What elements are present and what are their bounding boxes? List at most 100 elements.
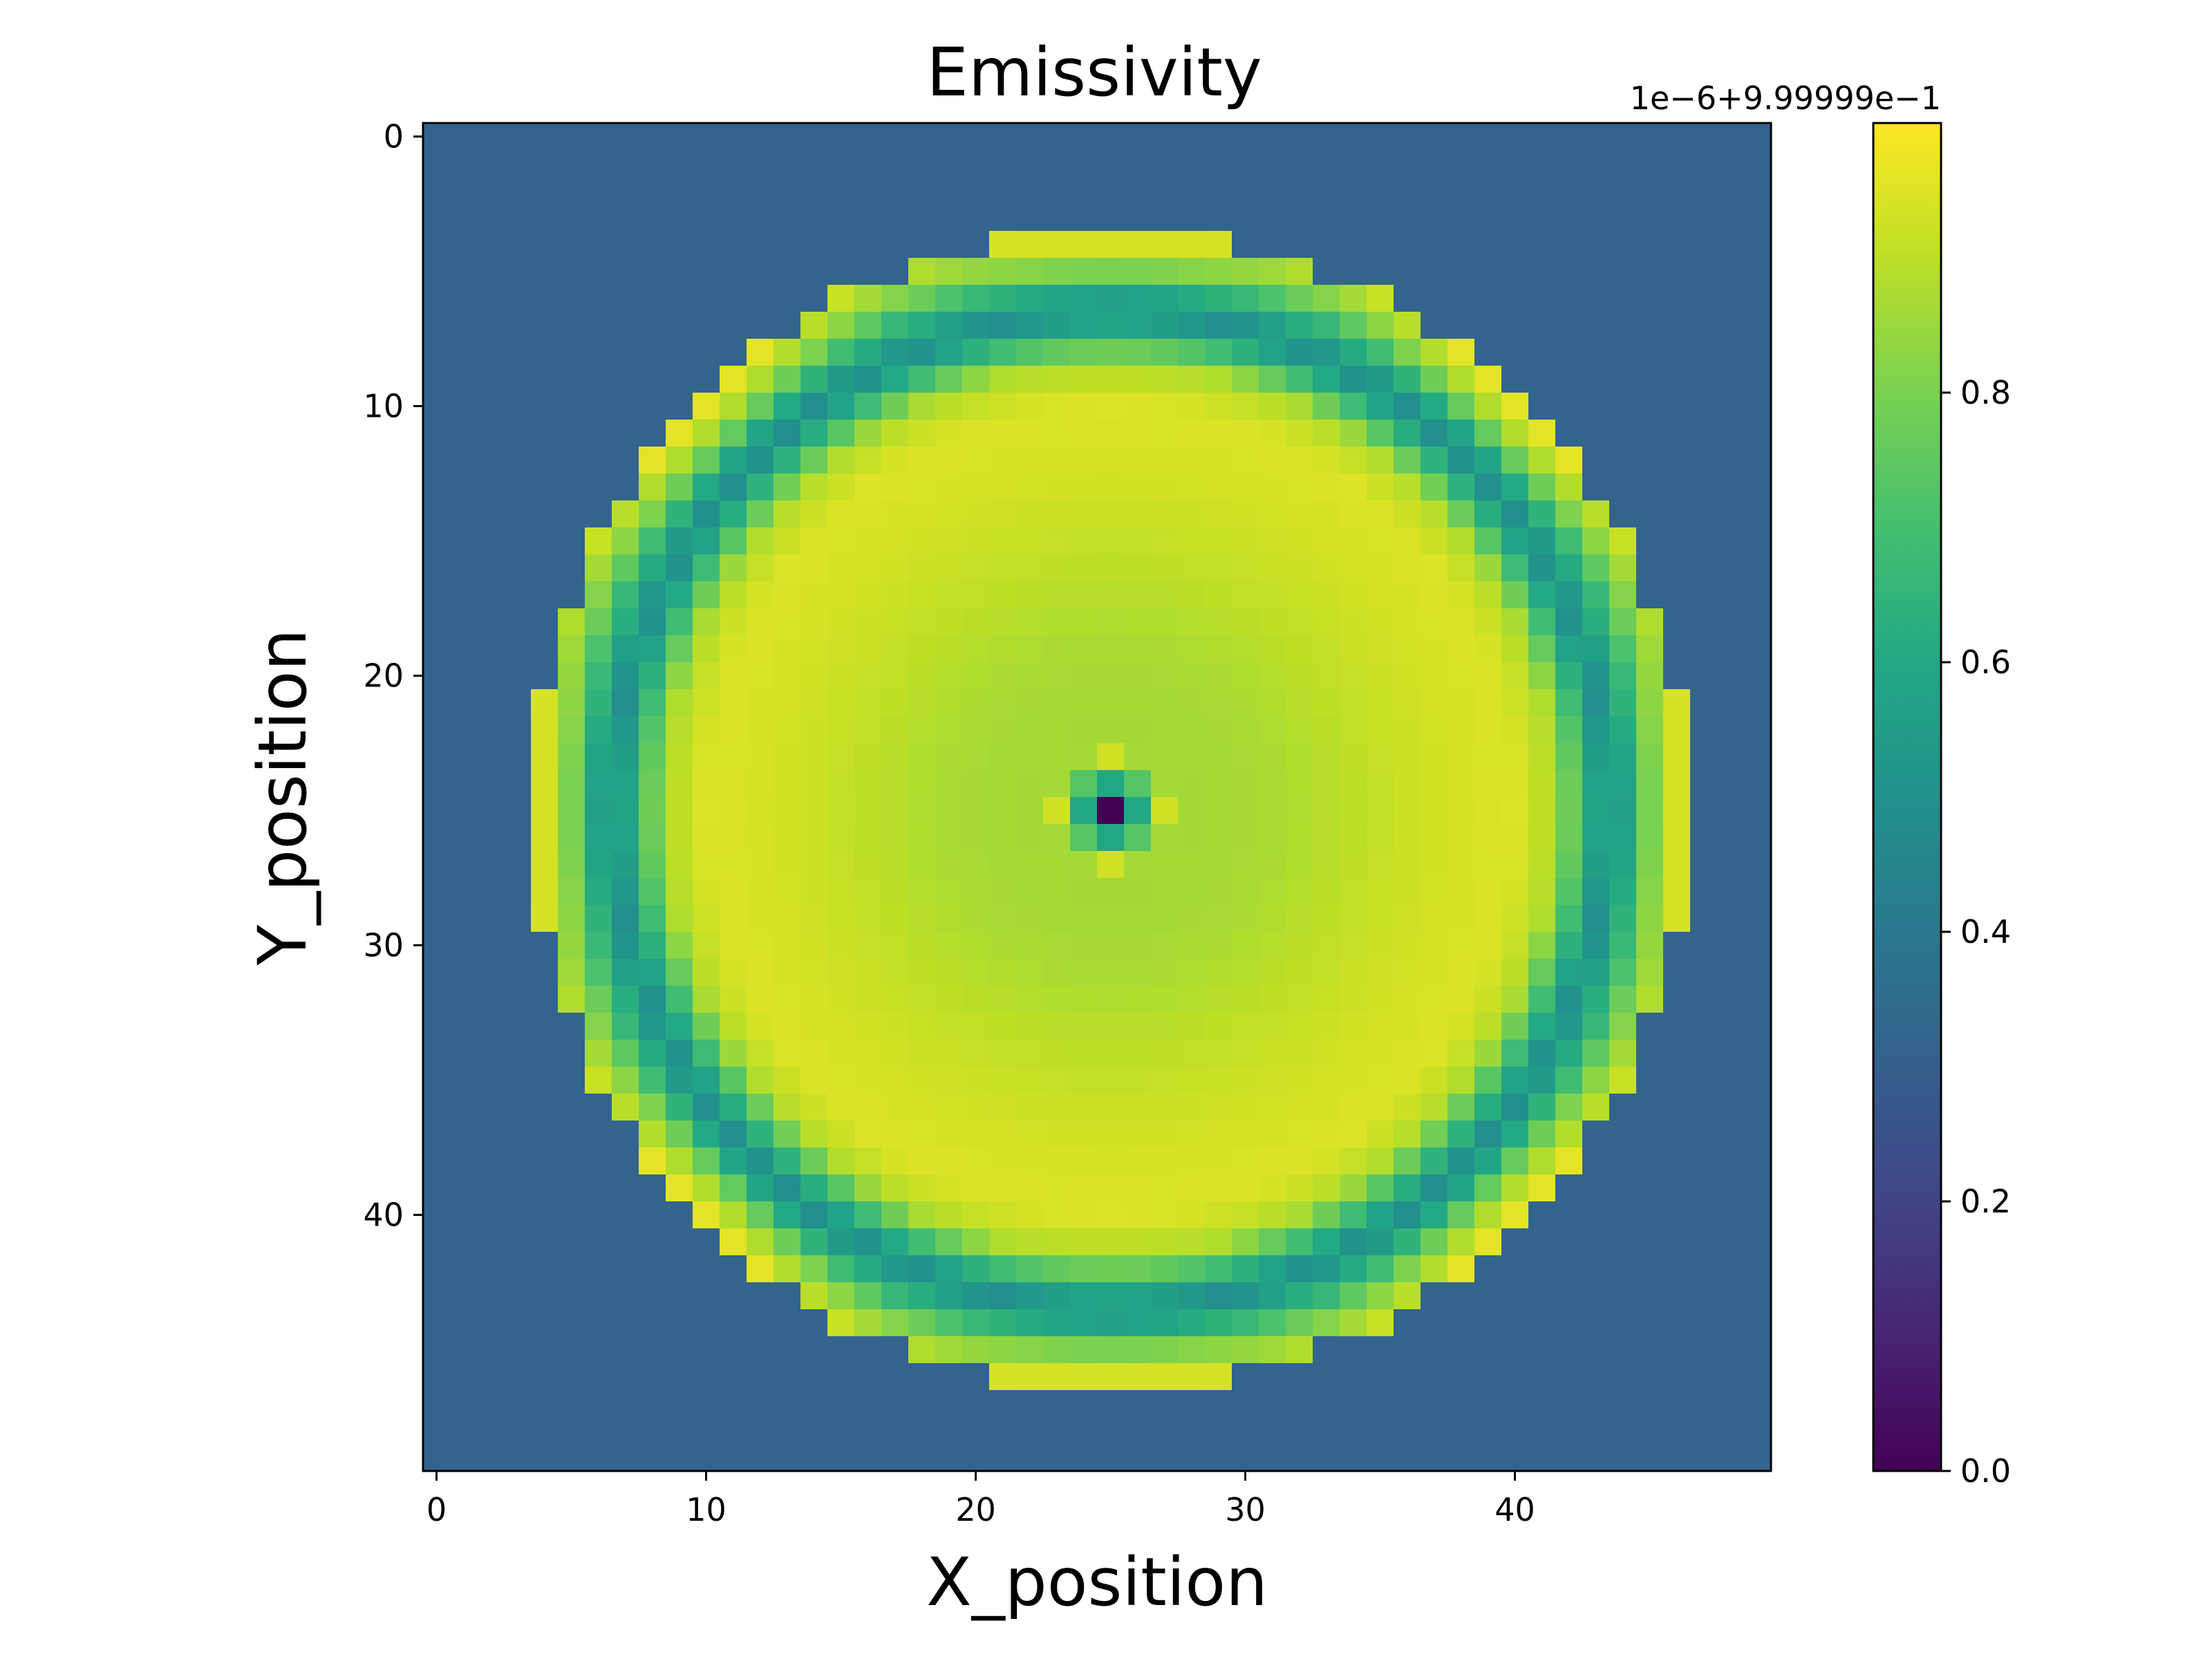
heatmap-cell bbox=[1690, 635, 1718, 663]
heatmap-cell bbox=[639, 959, 666, 986]
heatmap-cell bbox=[827, 932, 855, 959]
heatmap-cell bbox=[747, 339, 774, 366]
heatmap-cell bbox=[1744, 608, 1772, 636]
heatmap-cell bbox=[1232, 1255, 1259, 1283]
heatmap-cell bbox=[1528, 581, 1556, 609]
heatmap-cell bbox=[1043, 554, 1071, 582]
heatmap-cell bbox=[962, 608, 990, 636]
heatmap-cell bbox=[854, 716, 882, 744]
heatmap-cell bbox=[1717, 554, 1745, 582]
heatmap-cell bbox=[1259, 393, 1286, 420]
heatmap-cell bbox=[1340, 1201, 1367, 1229]
heatmap-cell bbox=[1663, 635, 1691, 663]
heatmap-cell bbox=[612, 285, 639, 312]
heatmap-cell bbox=[1690, 1255, 1718, 1283]
heatmap-cell bbox=[1043, 878, 1071, 906]
heatmap-cell bbox=[1609, 635, 1637, 663]
heatmap-cell bbox=[1313, 150, 1340, 178]
heatmap-cell bbox=[1636, 1040, 1664, 1067]
heatmap-cell bbox=[1070, 447, 1098, 474]
heatmap-cell bbox=[1636, 312, 1664, 339]
x-axis-label: X_position bbox=[926, 1544, 1268, 1621]
heatmap-cell bbox=[1151, 716, 1179, 744]
heatmap-cell bbox=[774, 554, 801, 582]
heatmap-cell bbox=[1070, 1174, 1098, 1202]
heatmap-cell bbox=[1286, 339, 1313, 366]
heatmap-cell bbox=[1313, 366, 1340, 393]
heatmap-cell bbox=[1394, 635, 1421, 663]
heatmap-cell bbox=[612, 581, 639, 609]
heatmap-cell bbox=[800, 662, 828, 690]
heatmap-cell bbox=[639, 1067, 666, 1094]
heatmap-cell bbox=[1501, 123, 1529, 151]
heatmap-cell bbox=[827, 1363, 855, 1391]
heatmap-cell bbox=[1178, 1094, 1206, 1121]
heatmap-cell bbox=[612, 150, 639, 178]
heatmap-cell bbox=[1340, 1174, 1367, 1202]
heatmap-cell bbox=[666, 420, 693, 447]
heatmap-cell bbox=[881, 1282, 909, 1310]
heatmap-cell bbox=[1717, 608, 1745, 636]
heatmap-cell bbox=[1043, 393, 1071, 420]
heatmap-cell bbox=[1555, 1444, 1583, 1472]
heatmap-cell bbox=[1474, 527, 1502, 555]
heatmap-cell bbox=[1394, 1174, 1421, 1202]
heatmap-cell bbox=[881, 1121, 909, 1148]
heatmap-cell bbox=[747, 231, 774, 259]
heatmap-cell bbox=[800, 285, 828, 312]
heatmap-cell bbox=[1421, 905, 1448, 932]
heatmap-cell bbox=[854, 312, 882, 339]
heatmap-cell bbox=[477, 1336, 505, 1364]
heatmap-cell bbox=[1501, 1390, 1529, 1418]
heatmap-cell bbox=[774, 393, 801, 420]
heatmap-cell bbox=[531, 447, 559, 474]
heatmap-cell bbox=[477, 797, 505, 825]
heatmap-cell bbox=[1501, 905, 1529, 932]
heatmap-cell bbox=[989, 1013, 1017, 1040]
heatmap-cell bbox=[908, 743, 936, 771]
heatmap-cell bbox=[504, 932, 532, 959]
heatmap-cell bbox=[1286, 986, 1313, 1013]
heatmap-cell bbox=[800, 123, 828, 151]
heatmap-cell bbox=[612, 1067, 639, 1094]
heatmap-cell bbox=[1016, 447, 1044, 474]
heatmap-cell bbox=[1528, 231, 1556, 259]
heatmap-cell bbox=[639, 554, 666, 582]
heatmap-cell bbox=[962, 312, 990, 339]
heatmap-cell bbox=[1447, 959, 1475, 986]
heatmap-cell bbox=[558, 339, 585, 366]
heatmap-cell bbox=[1259, 824, 1286, 852]
heatmap-cell bbox=[1340, 1147, 1367, 1175]
heatmap-cell bbox=[1205, 393, 1232, 420]
heatmap-cell bbox=[720, 743, 747, 771]
heatmap-cell bbox=[854, 878, 882, 906]
heatmap-cell bbox=[1609, 1201, 1637, 1229]
heatmap-cell bbox=[423, 1390, 451, 1418]
heatmap-cell bbox=[1232, 393, 1259, 420]
heatmap-cell bbox=[1447, 393, 1475, 420]
heatmap-cell bbox=[1205, 581, 1232, 609]
heatmap-cell bbox=[1097, 1228, 1125, 1256]
heatmap-cell bbox=[1690, 1336, 1718, 1364]
heatmap-cell bbox=[1043, 1255, 1071, 1283]
heatmap-cell bbox=[1528, 1309, 1556, 1337]
heatmap-cell bbox=[1447, 1094, 1475, 1121]
heatmap-cell bbox=[1232, 339, 1259, 366]
heatmap-cell bbox=[800, 500, 828, 528]
heatmap-cell bbox=[908, 1121, 936, 1148]
heatmap-cell bbox=[477, 581, 505, 609]
heatmap-cell bbox=[1690, 878, 1718, 906]
heatmap-cell bbox=[962, 1444, 990, 1472]
heatmap-cell bbox=[612, 797, 639, 825]
heatmap-cell bbox=[1340, 1363, 1367, 1391]
heatmap-cell bbox=[1421, 150, 1448, 178]
heatmap-cell bbox=[1340, 1255, 1367, 1283]
heatmap-cell bbox=[1582, 527, 1610, 555]
heatmap-cell bbox=[531, 1390, 559, 1418]
heatmap-cell bbox=[1609, 177, 1637, 205]
heatmap-cell bbox=[1016, 123, 1044, 151]
heatmap-cell bbox=[1070, 770, 1098, 798]
heatmap-cell bbox=[1582, 878, 1610, 906]
heatmap-cell bbox=[1555, 366, 1583, 393]
heatmap-cell bbox=[908, 474, 936, 501]
